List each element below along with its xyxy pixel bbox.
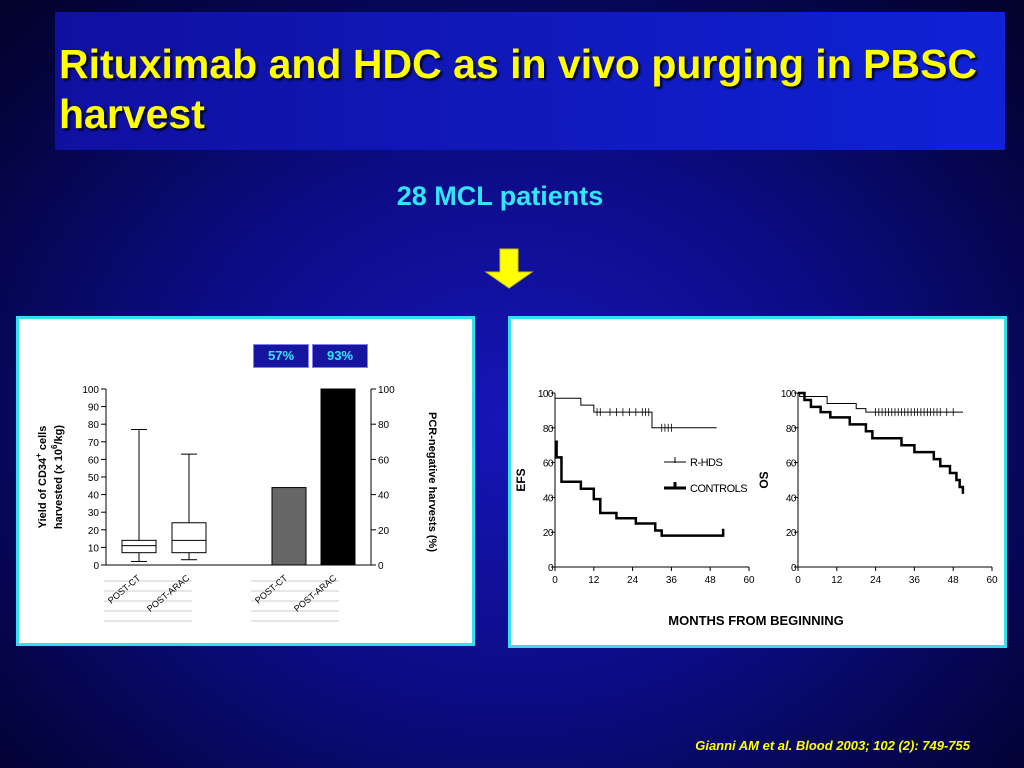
efs-series-controls [555, 440, 725, 537]
os-x-tick-label: 12 [831, 575, 843, 586]
os-x-tick-label: 36 [909, 575, 921, 586]
harvest-chart-panel: 0 10 20 30 40 50 60 70 80 90 100 Yield of CD34+ cel… [16, 316, 475, 646]
pcr-y-tick-label: 60 [378, 455, 390, 466]
os-y-tick-label: 40 [786, 493, 797, 504]
pcr-y-tick-label: 80 [378, 420, 390, 431]
left-y-tick-label: 20 [88, 526, 100, 537]
efs-y-tick-label: 20 [543, 528, 554, 539]
efs-y-tick-label: 100 [538, 389, 554, 400]
os-x-tick-label: 0 [795, 575, 801, 586]
pcr-label-post-arac: 93% [312, 344, 368, 368]
efs-series-r-hds [555, 397, 717, 429]
os-series-controls [798, 391, 965, 494]
left-y-tick-label: 70 [88, 438, 100, 449]
efs-y-axis-label: EFS [514, 468, 528, 491]
left-y-tick-label: 50 [88, 473, 100, 484]
efs-x-tick-label: 12 [588, 575, 600, 586]
box-label-area [94, 571, 192, 626]
efs-x-tick-label: 36 [666, 575, 678, 586]
bar-label-area [241, 571, 339, 626]
efs-x-tick-label: 48 [705, 575, 717, 586]
slide-subtitle: 28 MCL patients [396, 181, 604, 211]
efs-y-tick-label: 80 [543, 424, 554, 435]
left-y-axis-label: Yield of CD34+ cellsharvested (x 106/kg) [34, 425, 65, 529]
left-y-tick-label: 100 [82, 385, 99, 396]
pcr-label-post-ct: 57% [253, 344, 309, 368]
pcr-y-tick-label: 40 [378, 491, 390, 502]
slide-title: Rituximab and HDC as in vivo purging in … [59, 41, 978, 137]
left-y-tick-label: 60 [88, 455, 100, 466]
os-y-tick-label: 80 [786, 424, 797, 435]
legend-label-r-hds: R-HDS [690, 457, 722, 469]
efs-x-tick-label: 60 [743, 575, 755, 586]
pcr-y-tick-label: 20 [378, 526, 390, 537]
efs-y-tick-label: 0 [548, 563, 554, 574]
efs-y-tick-label: 60 [543, 459, 554, 470]
os-x-tick-label: 60 [986, 575, 998, 586]
title-bar: Rituximab and HDC as in vivo purging in … [55, 12, 1005, 150]
legend-label-controls: CONTROLS [690, 483, 747, 495]
left-y-tick-label: 10 [88, 543, 100, 554]
os-y-tick-label: 0 [791, 563, 797, 574]
box-iqr [171, 522, 207, 554]
left-y-tick-label: 0 [93, 561, 99, 572]
down-arrow-icon [484, 248, 534, 289]
os-y-tick-label: 100 [781, 389, 797, 400]
pcr-y-tick-label: 0 [378, 561, 384, 572]
pcr-bar [271, 487, 307, 566]
citation: Gianni AM et al. Blood 2003; 102 (2): 74… [695, 738, 970, 753]
left-y-tick-label: 90 [88, 403, 100, 414]
left-y-tick-label: 80 [88, 420, 100, 431]
os-x-tick-label: 48 [948, 575, 960, 586]
survival-x-axis-label: MONTHS FROM BEGINNING [668, 613, 844, 628]
box-iqr [121, 539, 157, 554]
pcr-y-axis-label: PCR-negative harvests (%) [426, 412, 438, 552]
survival-charts: 0 20 40 60 80 100 0 12 24 36 48 60 EFS R-HDS CONTROLS 0… [514, 389, 998, 628]
os-series-r-hds [798, 392, 963, 413]
os-x-tick-label: 24 [870, 575, 882, 586]
left-y-tick-label: 30 [88, 508, 100, 519]
os-y-tick-label: 60 [786, 459, 797, 470]
efs-y-tick-label: 40 [543, 493, 554, 504]
os-y-axis-label: OS [757, 471, 771, 488]
os-y-tick-label: 20 [786, 528, 797, 539]
efs-x-tick-label: 0 [552, 575, 558, 586]
pcr-bar [320, 388, 356, 566]
efs-x-tick-label: 24 [627, 575, 639, 586]
survival-chart-panel: 0 20 40 60 80 100 0 12 24 36 48 60 EFS R-HDS CONTROLS 0… [508, 316, 1007, 648]
harvest-chart: 0 10 20 30 40 50 60 70 80 90 100 Yield of CD34+ cel… [34, 385, 438, 626]
pcr-y-tick-label: 100 [378, 385, 395, 396]
left-y-tick-label: 40 [88, 491, 100, 502]
